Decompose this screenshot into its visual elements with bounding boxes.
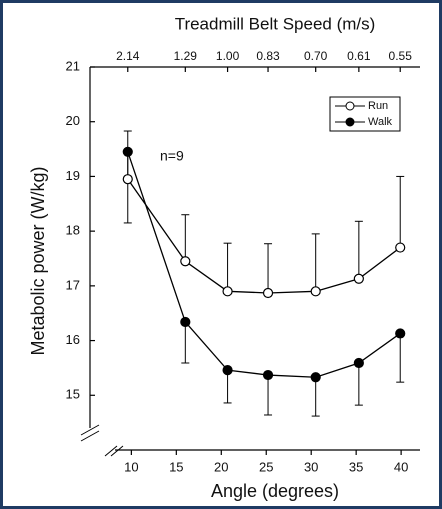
legend-label: Walk <box>368 116 393 128</box>
legend-marker <box>345 101 355 111</box>
error-bar <box>264 243 273 293</box>
marker <box>353 273 364 284</box>
error-bar <box>264 375 273 416</box>
x-tick-label: 15 <box>169 459 183 474</box>
marker <box>180 316 191 328</box>
error-bar <box>311 233 320 292</box>
y-tick-label: 20 <box>66 113 80 128</box>
marker <box>222 365 233 376</box>
x-tick-label: 20 <box>214 459 228 474</box>
error-bar <box>223 370 232 404</box>
y-tick-label: 21 <box>66 58 80 73</box>
annotation: n=9 <box>160 148 184 164</box>
top-axis-title: Treadmill Belt Speed (m/s) <box>175 14 376 33</box>
error-bar <box>396 333 405 383</box>
marker <box>395 328 406 339</box>
marker <box>222 286 233 297</box>
marker <box>310 372 321 383</box>
y-tick-label: 15 <box>66 387 80 402</box>
x-tick-label: 35 <box>349 459 363 474</box>
top-tick-label: 0.61 <box>347 49 371 63</box>
error-bar <box>354 220 363 279</box>
marker <box>122 146 133 157</box>
marker <box>122 174 133 185</box>
marker <box>180 256 191 267</box>
legend-box <box>329 96 401 132</box>
axis-break <box>80 424 124 457</box>
error-bar <box>223 242 232 292</box>
x-tick-label: 40 <box>394 459 408 474</box>
top-tick-label: 1.00 <box>216 49 240 63</box>
error-bar <box>396 175 405 248</box>
top-tick-label: 0.70 <box>304 49 328 63</box>
marker <box>310 286 321 297</box>
error-bar <box>181 321 190 364</box>
top-tick-label: 1.29 <box>174 49 198 63</box>
marker <box>262 287 274 299</box>
chart: Treadmill Belt Speed (m/s) Angle (degree… <box>28 14 420 501</box>
error-bar <box>354 363 363 406</box>
y-axis-title: Metabolic power (W/kg) <box>28 166 48 355</box>
y-tick-label: 19 <box>66 168 80 183</box>
x-tick-label: 30 <box>304 459 318 474</box>
top-tick-label: 0.55 <box>389 49 413 63</box>
marker <box>262 369 274 381</box>
error-bar <box>123 151 132 224</box>
error-bar <box>181 214 190 262</box>
legend-marker <box>345 117 355 127</box>
y-tick-label: 17 <box>66 277 80 292</box>
top-tick-label: 2.14 <box>116 49 140 63</box>
top-tick-label: 0.83 <box>256 49 280 63</box>
marker <box>395 242 406 253</box>
y-tick-label: 16 <box>66 332 80 347</box>
y-tick-label: 18 <box>66 223 80 238</box>
legend: Run Walk <box>329 96 401 132</box>
marker <box>353 357 364 369</box>
x-tick-label: 25 <box>259 459 273 474</box>
x-tick-label: 10 <box>124 459 138 474</box>
error-bar <box>311 377 320 417</box>
x-axis-title: Angle (degrees) <box>211 481 339 501</box>
legend-label: Run <box>368 100 388 112</box>
